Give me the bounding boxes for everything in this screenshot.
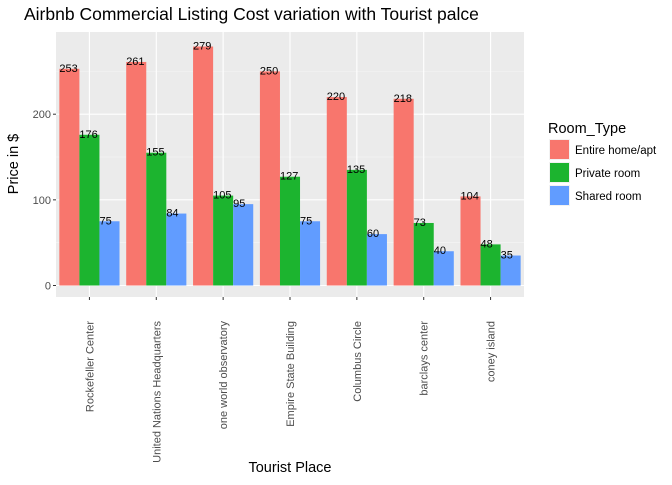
bar — [146, 152, 167, 286]
legend: Room_Type Entire home/apt Private room Sha… — [548, 121, 657, 206]
x-tick-label: barclays center — [419, 321, 431, 396]
bar — [500, 255, 521, 286]
x-tick-label: one world observatory — [218, 321, 230, 430]
bar — [259, 71, 280, 286]
bars — [59, 46, 521, 286]
bar — [346, 169, 367, 286]
bar-value-label: 60 — [367, 228, 379, 240]
bar-value-label: 75 — [99, 215, 111, 227]
bar-value-label: 135 — [347, 164, 365, 176]
bar — [433, 251, 454, 286]
bar — [166, 213, 187, 286]
bar-value-label: 105 — [213, 190, 231, 202]
bar — [460, 196, 481, 286]
bar-value-label: 220 — [327, 91, 345, 103]
bar-value-label: 40 — [434, 245, 446, 257]
bar-value-label: 35 — [501, 250, 513, 262]
bar-value-label: 218 — [394, 93, 412, 105]
y-tick-label: 100 — [33, 195, 51, 207]
chart-title: Airbnb Commercial Listing Cost variation… — [24, 4, 479, 24]
legend-key — [550, 140, 569, 159]
x-tick-label: Columbus Circle — [352, 321, 364, 402]
y-tick-label: 0 — [45, 281, 51, 293]
bar-value-label: 176 — [79, 129, 97, 141]
bar — [326, 97, 347, 286]
bar — [233, 204, 254, 286]
legend-label: Entire home/apt — [575, 145, 657, 157]
bar-value-label: 95 — [233, 198, 245, 210]
bar — [480, 244, 501, 286]
bar — [366, 234, 387, 286]
bar — [79, 134, 100, 286]
bar — [393, 98, 414, 286]
bar-value-label: 127 — [280, 171, 298, 183]
bar — [59, 68, 80, 286]
legend-label: Shared room — [575, 191, 641, 203]
bar-value-label: 279 — [193, 41, 211, 53]
bar-value-label: 84 — [166, 208, 178, 220]
y-axis: 0 100 200 — [33, 109, 56, 293]
legend-key — [550, 186, 569, 205]
legend-label: Private room — [575, 168, 640, 180]
bar-value-label: 250 — [260, 65, 278, 77]
legend-key — [550, 163, 569, 182]
bar-value-label: 75 — [300, 215, 312, 227]
bar-value-label: 48 — [481, 238, 493, 250]
y-axis-title: Price in $ — [6, 134, 22, 194]
x-tick-label: United Nations Headquarters — [151, 321, 163, 463]
x-tick-label: Rockefeller Center — [84, 321, 96, 412]
bar-value-label: 73 — [414, 217, 426, 229]
x-tick-label: Empire State Building — [285, 321, 297, 427]
bar — [99, 221, 120, 286]
x-tick-label: coney island — [486, 321, 498, 382]
x-axis: Rockefeller Center United Nations Headqua… — [84, 297, 498, 463]
bar-value-label: 261 — [126, 56, 144, 68]
x-axis-title: Tourist Place — [248, 460, 331, 476]
bar-value-label: 104 — [460, 190, 478, 202]
y-tick-label: 200 — [33, 109, 51, 121]
bar — [126, 61, 147, 286]
legend-title: Room_Type — [548, 121, 626, 137]
bar — [413, 222, 434, 286]
bar-value-label: 253 — [59, 63, 77, 75]
bar — [300, 221, 321, 286]
bar-value-label: 155 — [146, 147, 164, 159]
bar — [193, 46, 214, 286]
bar — [213, 195, 234, 286]
bar — [279, 176, 301, 286]
